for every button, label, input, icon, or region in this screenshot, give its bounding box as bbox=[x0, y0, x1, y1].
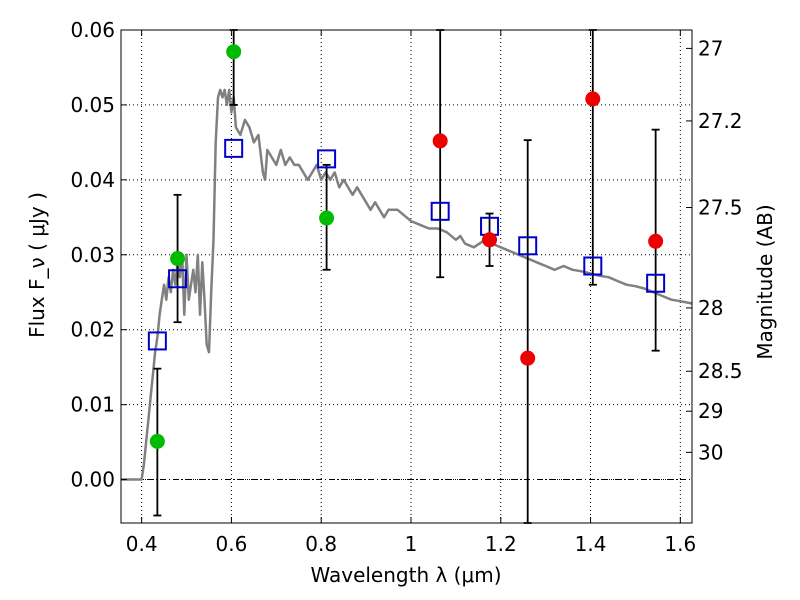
red-point-4 bbox=[648, 233, 664, 249]
red-point-0 bbox=[432, 133, 448, 149]
green-point-2 bbox=[226, 44, 242, 60]
observed-points bbox=[149, 44, 664, 449]
mag-tick-label-1: 27.2 bbox=[698, 109, 743, 133]
x-tick-labels: 0.4 0.6 0.8 1 1.2 1.4 1.6 bbox=[126, 532, 696, 556]
y-axis-title: Flux F_ν ( μJy ) bbox=[25, 192, 49, 338]
mag-tick-label-0: 27 bbox=[698, 36, 723, 60]
green-point-0 bbox=[149, 433, 165, 449]
model-square-1 bbox=[168, 269, 188, 289]
y-tick-label-3: 0.03 bbox=[70, 243, 115, 267]
model-square-3 bbox=[317, 149, 337, 169]
plot-frame bbox=[120, 29, 693, 524]
red-point-2 bbox=[520, 350, 536, 366]
red-point-1 bbox=[482, 232, 498, 248]
model-square-4 bbox=[430, 201, 450, 221]
model-photometry-squares bbox=[147, 138, 666, 351]
model-square-0 bbox=[147, 331, 167, 351]
y-tick-label-4: 0.04 bbox=[70, 168, 115, 192]
y-tick-label-0: 0.00 bbox=[70, 468, 115, 492]
error-bars bbox=[153, 29, 660, 524]
axis-ticks bbox=[121, 29, 692, 523]
sed-model-curve bbox=[121, 88, 693, 481]
red-point-3 bbox=[585, 91, 601, 107]
x-tick-label-5: 1.4 bbox=[575, 532, 607, 556]
y-tick-label-1: 0.01 bbox=[70, 393, 115, 417]
y-tick-label-5: 0.05 bbox=[70, 93, 115, 117]
model-square-8 bbox=[646, 273, 666, 293]
mag-tick-label-6: 30 bbox=[698, 440, 723, 464]
sed-model-line bbox=[121, 88, 693, 481]
y-tick-labels: 0.00 0.01 0.02 0.03 0.04 0.05 0.06 bbox=[70, 18, 115, 492]
mag-tick-label-5: 29 bbox=[698, 399, 723, 423]
x-tick-label-6: 1.6 bbox=[664, 532, 696, 556]
model-square-7 bbox=[583, 256, 603, 276]
x-tick-label-2: 0.8 bbox=[305, 532, 337, 556]
x-axis-title: Wavelength λ (μm) bbox=[310, 563, 501, 587]
green-point-3 bbox=[319, 210, 335, 226]
magnitude-axis-title: Magnitude (AB) bbox=[753, 204, 777, 359]
y-tick-label-6: 0.06 bbox=[70, 18, 115, 42]
mag-tick-label-3: 28 bbox=[698, 296, 723, 320]
model-square-2 bbox=[224, 138, 244, 158]
green-point-1 bbox=[170, 251, 186, 267]
x-tick-label-4: 1.2 bbox=[485, 532, 517, 556]
mag-tick-label-4: 28.5 bbox=[698, 359, 743, 383]
x-tick-label-0: 0.4 bbox=[126, 532, 158, 556]
x-tick-label-3: 1 bbox=[405, 532, 418, 556]
mag-tick-label-2: 27.5 bbox=[698, 196, 743, 220]
x-tick-label-1: 0.6 bbox=[216, 532, 248, 556]
model-square-6 bbox=[518, 236, 538, 256]
magnitude-tick-labels: 27 27.2 27.5 28 28.5 29 30 bbox=[698, 36, 743, 464]
y-tick-label-2: 0.02 bbox=[70, 318, 115, 342]
